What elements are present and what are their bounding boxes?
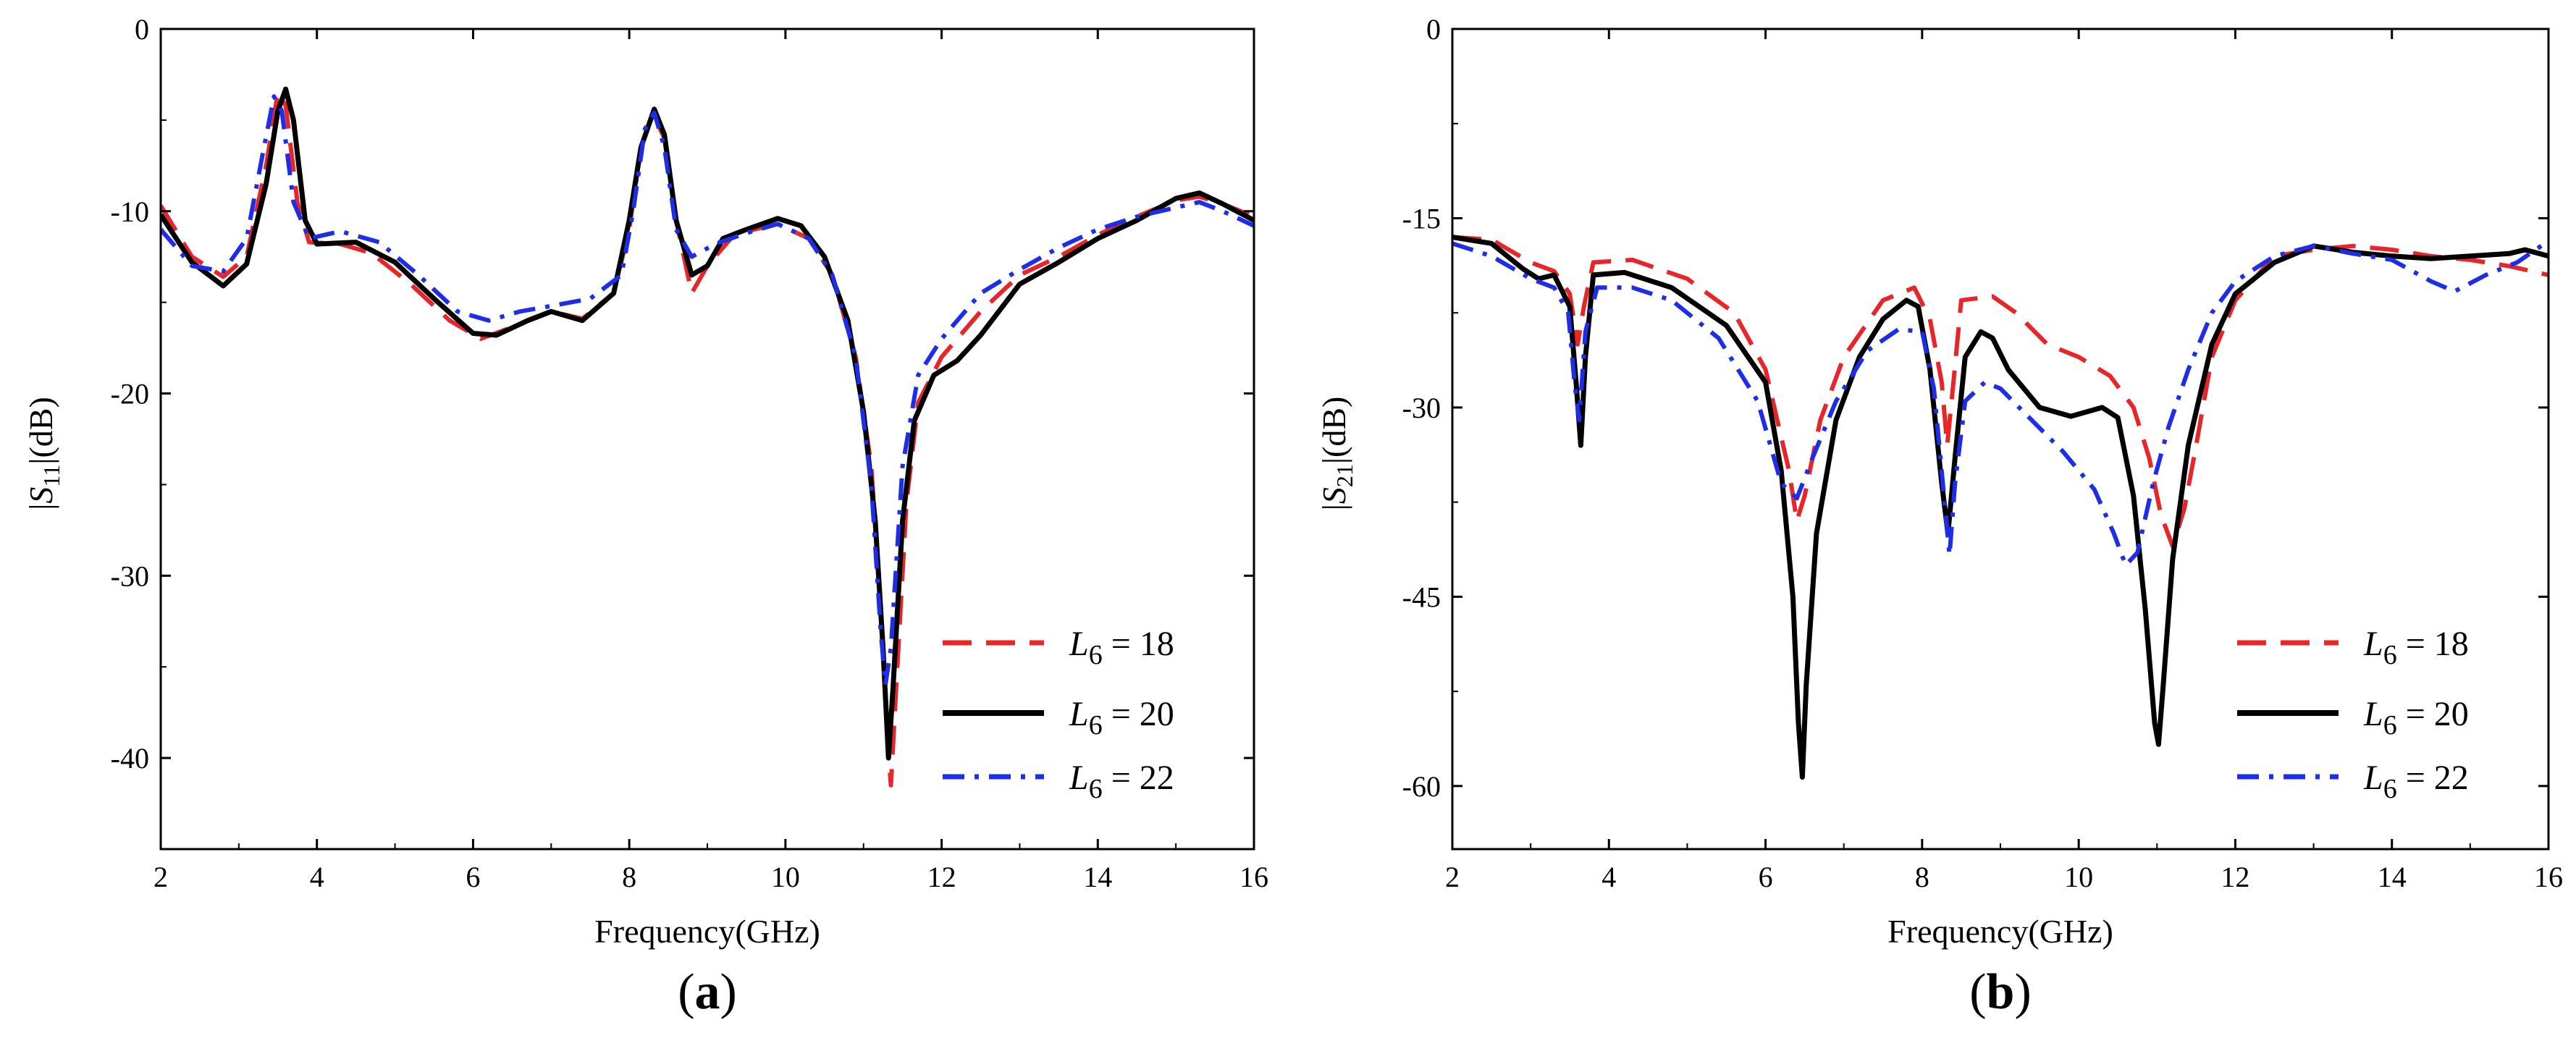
x-tick-label: 12 [2221,861,2249,893]
chart-panel-b: 2 4 6 8 10 12 14 16 0 -15 -30 -45 -60 Frequency(GHz) |… [1316,13,2563,1020]
series-line-b-0 [1452,235,2548,549]
series-line-b-1 [1452,235,2548,780]
x-tick-label: 8 [1915,861,1929,893]
series-line-a-1 [161,86,1254,761]
x-tick-label: 16 [1239,861,1268,893]
y-tick-label: 0 [1426,13,1441,46]
y-tick-label: -20 [111,378,149,410]
series-line-a-0 [161,90,1254,788]
x-tick-label: 6 [466,861,480,893]
x-tick-label: 16 [2534,861,2563,893]
x-axis-label: Frequency(GHz) [1887,913,2113,950]
y-tick-label: -30 [111,560,149,592]
y-tick-label: -60 [1402,770,1441,803]
chart-panel-a: 2 4 6 8 10 12 14 16 0 -10 -20 -30 -40 Frequency(GHz) |… [22,13,1268,1020]
y-tick-label: -40 [111,742,149,775]
legend-entry-0: L6 = 18 [2363,625,2469,670]
x-axis-label: Frequency(GHz) [594,913,820,950]
legend-entry-2: L6 = 22 [1069,759,1174,804]
x-tick-label: 12 [927,861,956,893]
x-tick-label: 2 [153,861,168,893]
x-tick-label: 14 [2378,861,2407,893]
panel-caption: (a) [678,964,737,1020]
x-tick-label: 8 [622,861,636,893]
y-axis-label: |S11|(dB) [22,397,64,510]
y-tick-label: 0 [135,13,149,46]
x-tick-label: 4 [1601,861,1616,893]
y-tick-label: -10 [111,195,149,228]
y-tick-label: -30 [1402,392,1441,424]
x-tick-label: 10 [2064,861,2093,893]
y-tick-label: -15 [1402,202,1441,235]
x-tick-label: 10 [771,861,800,893]
x-tick-label: 4 [310,861,324,893]
x-tick-label: 6 [1759,861,1773,893]
legend-entry-2: L6 = 22 [2363,759,2469,804]
panel-caption: (b) [1969,964,2032,1020]
legend-entry-1: L6 = 20 [1069,695,1174,741]
x-tick-label: 14 [1083,861,1112,893]
legend-entry-1: L6 = 20 [2363,695,2469,741]
x-tick-label: 2 [1445,861,1460,893]
legend-entry-0: L6 = 18 [1069,625,1174,670]
series-line-b-2 [1452,239,2548,568]
y-axis-label: |S21|(dB) [1316,397,1358,511]
y-tick-label: -45 [1402,581,1441,613]
series-line-a-2 [161,94,1254,688]
